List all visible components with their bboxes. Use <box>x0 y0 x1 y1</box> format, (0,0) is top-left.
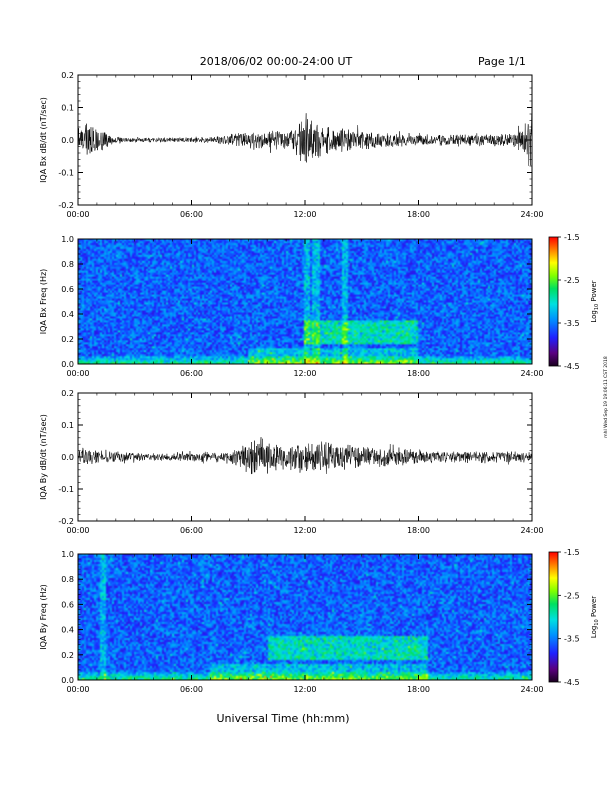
by-spectrogram-image <box>78 554 532 680</box>
y-tick-label: 0.4 <box>61 626 74 635</box>
x-ticks: 00:00 06:00 12:00 18:00 24:00 <box>66 393 544 535</box>
colorbar-tick-label: -2.5 <box>564 276 580 285</box>
y-tick-label: -0.2 <box>58 201 74 210</box>
colorbar-tick-label: -1.5 <box>564 233 580 242</box>
colorbar-label-sub: 10 <box>594 304 600 310</box>
panel-bx-spectrogram: 1.0 0.8 0.6 0.4 0.2 0.0 00:00 06:00 12:00 18:00 2… <box>39 233 600 378</box>
y-tick-label: 0.2 <box>61 651 74 660</box>
y-tick-label: 0.0 <box>61 360 74 369</box>
y-tick-label: -0.1 <box>58 169 74 178</box>
bx-trace <box>77 113 533 166</box>
y-tick-label: 0.8 <box>61 260 74 269</box>
x-axis-label: Universal Time (hh:mm) <box>217 712 350 725</box>
colorbar-tick-label: -3.5 <box>564 319 580 328</box>
y-ticks: 0.2 0.1 0.0 -0.1 -0.2 <box>58 389 532 526</box>
colorbar-label-main: Log <box>590 310 598 323</box>
colorbar-gradient <box>548 236 559 367</box>
y-tick-label: 0.0 <box>61 136 74 145</box>
y-tick-label: 0.8 <box>61 575 74 584</box>
y-axis-label: IQA By dB/dt (nT/sec) <box>39 414 48 500</box>
x-tick-label: 00:00 <box>66 526 89 535</box>
colorbar-tick-label: -3.5 <box>564 635 580 644</box>
y-tick-label: 0.1 <box>61 421 74 430</box>
colorbar-label-sub: 10 <box>594 619 600 625</box>
y-axis-label: IQA Bx dB/dt (nT/sec) <box>39 97 48 183</box>
x-tick-label: 12:00 <box>293 685 316 694</box>
colorbar-tick-label: -1.5 <box>564 548 580 557</box>
colorbar-label-main: Log <box>590 626 598 639</box>
x-tick-label: 12:00 <box>293 210 316 219</box>
colorbar-gradient <box>548 551 559 683</box>
panel-bx-dbdt: 0.2 0.1 0.0 -0.1 -0.2 00:00 06:00 12:00 18:00 24… <box>39 71 544 219</box>
y-tick-label: 0.6 <box>61 285 74 294</box>
page-title: 2018/06/02 00:00-24:00 UT <box>200 55 353 68</box>
y-tick-label: 1.0 <box>61 550 74 559</box>
side-stamp: mhl Wed Sep 19 19:06:11 CST 2018 <box>603 356 609 438</box>
y-tick-label: -0.1 <box>58 485 74 494</box>
by-trace <box>77 437 533 475</box>
y-axis-label: IQA Bx Freq (Hz) <box>39 269 48 335</box>
x-tick-label: 12:00 <box>293 526 316 535</box>
y-tick-label: 0.0 <box>61 676 74 685</box>
x-tick-label: 06:00 <box>180 369 203 378</box>
colorbar: -1.5 -2.5 -3.5 -4.5 Log10 Power <box>548 548 600 687</box>
y-tick-label: 0.0 <box>61 453 74 462</box>
x-tick-label: 00:00 <box>66 210 89 219</box>
x-tick-label: 06:00 <box>180 210 203 219</box>
x-tick-label: 18:00 <box>407 685 430 694</box>
x-tick-label: 18:00 <box>407 210 430 219</box>
x-tick-label: 06:00 <box>180 526 203 535</box>
x-tick-label: 24:00 <box>520 526 543 535</box>
x-tick-label: 06:00 <box>180 685 203 694</box>
y-axis-label: IQA By Freq (Hz) <box>39 584 48 650</box>
y-tick-label: 0.6 <box>61 600 74 609</box>
panel-by-spectrogram: 1.0 0.8 0.6 0.4 0.2 0.0 00:00 06:00 12:00 18:00 2… <box>39 548 600 694</box>
y-ticks: 1.0 0.8 0.6 0.4 0.2 0.0 <box>61 235 532 369</box>
y-tick-label: 0.2 <box>61 71 74 80</box>
y-tick-label: 1.0 <box>61 235 74 244</box>
x-ticks: 00:00 06:00 12:00 18:00 24:00 <box>66 75 544 219</box>
colorbar-label-tail: Power <box>590 280 598 304</box>
colorbar-label: Log10 Power <box>590 280 600 322</box>
panel-by-dbdt: 0.2 0.1 0.0 -0.1 -0.2 00:00 06:00 12:00 18:00 24… <box>39 389 544 535</box>
x-tick-label: 24:00 <box>520 369 543 378</box>
x-tick-label: 00:00 <box>66 369 89 378</box>
colorbar: -1.5 -2.5 -3.5 -4.5 Log10 Power <box>548 233 600 371</box>
x-tick-label: 24:00 <box>520 210 543 219</box>
colorbar-label: Log10 Power <box>590 596 600 638</box>
y-tick-label: -0.2 <box>58 517 74 526</box>
x-tick-label: 00:00 <box>66 685 89 694</box>
y-tick-label: 0.2 <box>61 389 74 398</box>
x-ticks: 00:00 06:00 12:00 18:00 24:00 <box>66 554 544 694</box>
colorbar-label-tail: Power <box>590 596 598 620</box>
y-ticks: 0.2 0.1 0.0 -0.1 -0.2 <box>58 71 532 210</box>
colorbar-tick-label: -2.5 <box>564 591 580 600</box>
y-tick-label: 0.1 <box>61 104 74 113</box>
y-tick-label: 0.4 <box>61 310 74 319</box>
colorbar-tick-label: -4.5 <box>564 678 580 687</box>
y-ticks: 1.0 0.8 0.6 0.4 0.2 0.0 <box>61 550 532 685</box>
colorbar-tick-label: -4.5 <box>564 362 580 371</box>
x-ticks: 00:00 06:00 12:00 18:00 24:00 <box>66 239 544 378</box>
x-tick-label: 12:00 <box>293 369 316 378</box>
x-tick-label: 24:00 <box>520 685 543 694</box>
x-tick-label: 18:00 <box>407 526 430 535</box>
page-number: Page 1/1 <box>478 55 526 68</box>
x-tick-label: 18:00 <box>407 369 430 378</box>
bx-spectrogram-image <box>78 239 532 364</box>
y-tick-label: 0.2 <box>61 335 74 344</box>
